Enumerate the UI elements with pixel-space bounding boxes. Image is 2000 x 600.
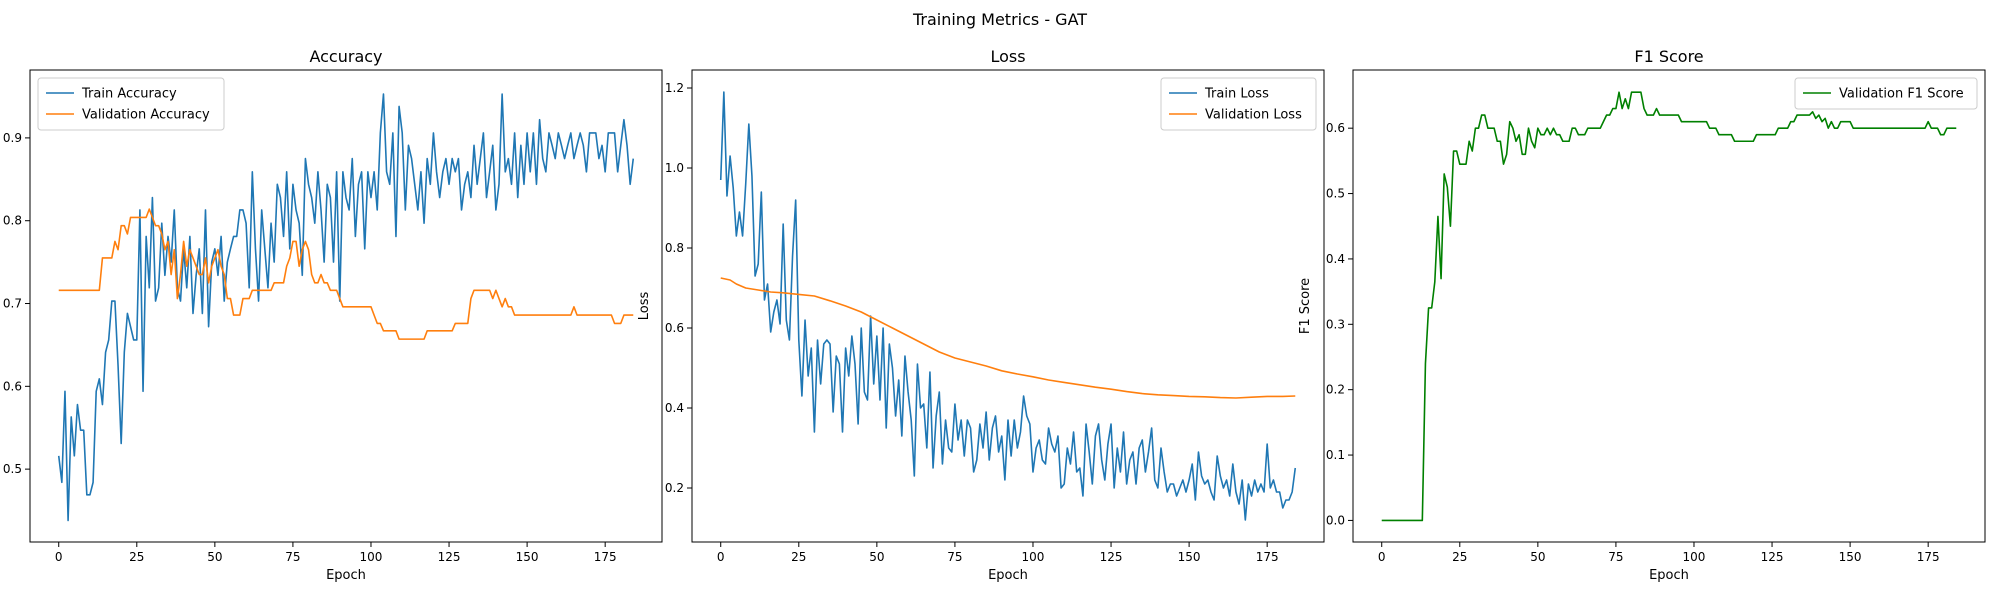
x-tick-label: 25 [129, 550, 144, 564]
legend-frame [1160, 77, 1317, 131]
x-axis-label: Epoch [988, 568, 1028, 583]
legend: Train Loss Validation Loss [1160, 77, 1317, 131]
series-line-train-accuracy [57, 93, 635, 522]
y-tick-label: 0.7 [3, 297, 22, 311]
x-tick-label: 50 [869, 550, 884, 564]
y-tick-label: 0.9 [3, 131, 22, 145]
y-tick-label: 0.1 [1326, 448, 1345, 462]
x-tick-label: 100 [360, 550, 383, 564]
y-tick-label: 0.3 [1326, 317, 1345, 331]
axes-frame [1352, 69, 1986, 543]
x-tick-label: 100 [1022, 550, 1045, 564]
legend: Train Accuracy Validation Accuracy [37, 77, 225, 131]
x-tick-label: 125 [1761, 550, 1784, 564]
subplot-title: Accuracy [309, 47, 382, 66]
legend-frame [1794, 77, 1978, 110]
x-tick-label: 25 [791, 550, 806, 564]
y-tick-label: 0.5 [1326, 187, 1345, 201]
x-tick-label: 0 [717, 550, 725, 564]
axes-frame [691, 69, 1325, 543]
x-tick-label: 150 [1839, 550, 1862, 564]
x-tick-label: 175 [1256, 550, 1279, 564]
x-axis-label: Epoch [1649, 568, 1689, 583]
plots: 0 25 50 75 100 125 150 175 0.5 0.6 0.7 0.8 0.9 Accura… [3, 47, 1986, 583]
y-axis-label: F1 Score [1298, 278, 1313, 334]
y-tick-label: 0.0 [1326, 513, 1345, 527]
y-tick-label: 0.6 [3, 379, 22, 393]
x-tick-label: 50 [207, 550, 222, 564]
x-tick-label: 125 [438, 550, 461, 564]
series-line-train-loss [719, 91, 1297, 521]
x-axis-label: Epoch [326, 568, 366, 583]
y-tick-label: 0.4 [1326, 252, 1345, 266]
x-tick-label: 75 [947, 550, 962, 564]
legend: Validation F1 Score [1794, 77, 1978, 110]
legend-label: Train Accuracy [81, 87, 177, 102]
axes-frame [29, 69, 663, 543]
legend-label: Validation Loss [1205, 108, 1302, 123]
x-tick-label: 125 [1100, 550, 1123, 564]
subplot-2: 0 25 50 75 100 125 150 175 0.2 0.4 0.6 0.8 1.0 1.2 Los… [637, 47, 1325, 583]
y-tick-label: 0.8 [3, 214, 22, 228]
x-tick-label: 50 [1530, 550, 1545, 564]
y-tick-label: 0.8 [665, 241, 684, 255]
legend-frame [37, 77, 225, 131]
series-line-validation-loss [720, 277, 1296, 399]
y-tick-label: 0.6 [1326, 121, 1345, 135]
subplot-title: Loss [990, 47, 1025, 66]
x-tick-label: 0 [55, 550, 63, 564]
legend-label: Train Loss [1204, 87, 1269, 102]
x-tick-label: 75 [1608, 550, 1623, 564]
y-tick-label: 0.4 [665, 401, 684, 415]
y-tick-label: 0.5 [3, 462, 22, 476]
x-tick-label: 150 [1178, 550, 1201, 564]
legend-label: Validation F1 Score [1839, 87, 1964, 102]
subplot-title: F1 Score [1634, 47, 1703, 66]
series-line-validation-f1-score [1381, 91, 1957, 522]
y-tick-label: 1.2 [665, 81, 684, 95]
figure-title: Training Metrics - GAT [912, 10, 1087, 29]
x-tick-label: 175 [594, 550, 617, 564]
y-axis-label: Loss [637, 292, 652, 321]
y-tick-label: 1.0 [665, 161, 684, 175]
legend-label: Validation Accuracy [82, 108, 210, 123]
x-tick-label: 150 [516, 550, 539, 564]
y-tick-label: 0.2 [1326, 383, 1345, 397]
series-line-validation-accuracy [58, 208, 634, 340]
subplot-1: 0 25 50 75 100 125 150 175 0.5 0.6 0.7 0.8 0.9 Accura… [3, 47, 663, 583]
y-tick-label: 0.2 [665, 481, 684, 495]
subplot-3: 0 25 50 75 100 125 150 175 0.0 0.1 0.2 0.3 0.4 0.5 0.6… [1298, 47, 1986, 583]
x-tick-label: 100 [1683, 550, 1706, 564]
y-tick-label: 0.6 [665, 321, 684, 335]
x-tick-label: 175 [1917, 550, 1940, 564]
x-tick-label: 25 [1452, 550, 1467, 564]
x-tick-label: 75 [285, 550, 300, 564]
x-tick-label: 0 [1378, 550, 1386, 564]
